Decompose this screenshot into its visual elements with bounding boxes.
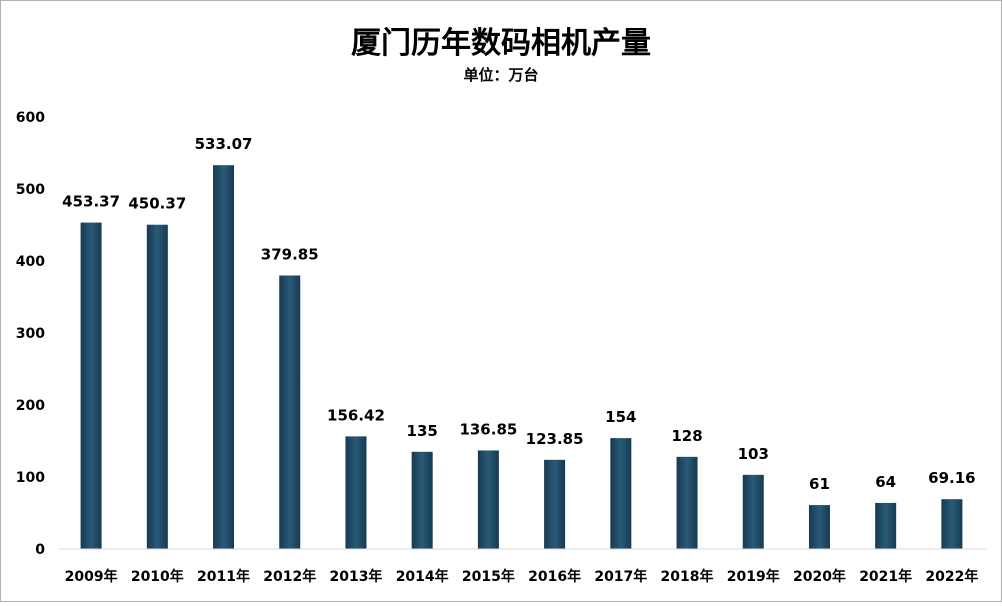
data-label: 156.42 — [327, 406, 385, 424]
data-label: 69.16 — [928, 469, 975, 487]
chart-subtitle: 单位：万台 — [463, 66, 538, 84]
bar — [544, 459, 566, 549]
x-tick-label: 2019年 — [727, 568, 780, 585]
x-tick-label: 2009年 — [65, 568, 118, 585]
data-label: 128 — [671, 427, 702, 445]
data-label: 123.85 — [526, 430, 584, 448]
y-tick-label: 0 — [35, 542, 45, 558]
x-tick-label: 2011年 — [197, 568, 250, 585]
bar — [742, 474, 764, 549]
bar — [80, 222, 102, 549]
x-tick-label: 2020年 — [793, 568, 846, 585]
data-label: 103 — [738, 445, 769, 463]
bar — [941, 499, 963, 549]
data-label: 533.07 — [195, 135, 253, 153]
x-tick-label: 2021年 — [859, 568, 912, 585]
x-tick-label: 2012年 — [263, 568, 316, 585]
bar-series — [80, 165, 963, 550]
x-tick-label: 2022年 — [925, 568, 978, 585]
x-tick-label: 2018年 — [661, 568, 714, 585]
bar — [610, 438, 632, 549]
bar — [345, 436, 367, 549]
data-label: 450.37 — [128, 195, 186, 213]
y-tick-label: 600 — [16, 110, 45, 126]
x-tick-label: 2013年 — [329, 568, 382, 585]
x-axis: 2009年 2010年 2011年 2012年 2013年 2014年 2015年 2016年… — [65, 568, 979, 585]
x-tick-label: 2010年 — [131, 568, 184, 585]
y-tick-label: 400 — [16, 254, 45, 270]
y-tick-label: 300 — [16, 326, 45, 342]
bar — [808, 505, 830, 549]
x-tick-label: 2016年 — [528, 568, 581, 585]
chart-title: 厦门历年数码相机产量 — [351, 26, 651, 61]
bar — [875, 502, 897, 549]
x-tick-label: 2014年 — [396, 568, 449, 585]
y-tick-label: 500 — [16, 182, 45, 198]
data-label: 453.37 — [62, 193, 120, 211]
y-tick-label: 100 — [16, 470, 45, 486]
y-axis: 0 100 200 300 400 500 600 — [16, 110, 45, 558]
data-label: 136.85 — [459, 420, 517, 438]
data-label: 61 — [809, 475, 830, 493]
bar — [213, 165, 235, 549]
data-label: 379.85 — [261, 246, 319, 264]
data-labels: 453.37 450.37 533.07 379.85 156.42 135 136.85 1… — [62, 135, 975, 493]
x-tick-label: 2017年 — [594, 568, 647, 585]
data-label: 64 — [875, 473, 896, 491]
bar — [279, 275, 301, 549]
bar — [146, 224, 168, 550]
bar — [676, 456, 698, 549]
data-label: 135 — [407, 422, 438, 440]
x-tick-label: 2015年 — [462, 568, 515, 585]
bar — [477, 450, 499, 549]
bar — [411, 451, 433, 549]
data-label: 154 — [605, 408, 636, 426]
y-tick-label: 200 — [16, 398, 45, 414]
